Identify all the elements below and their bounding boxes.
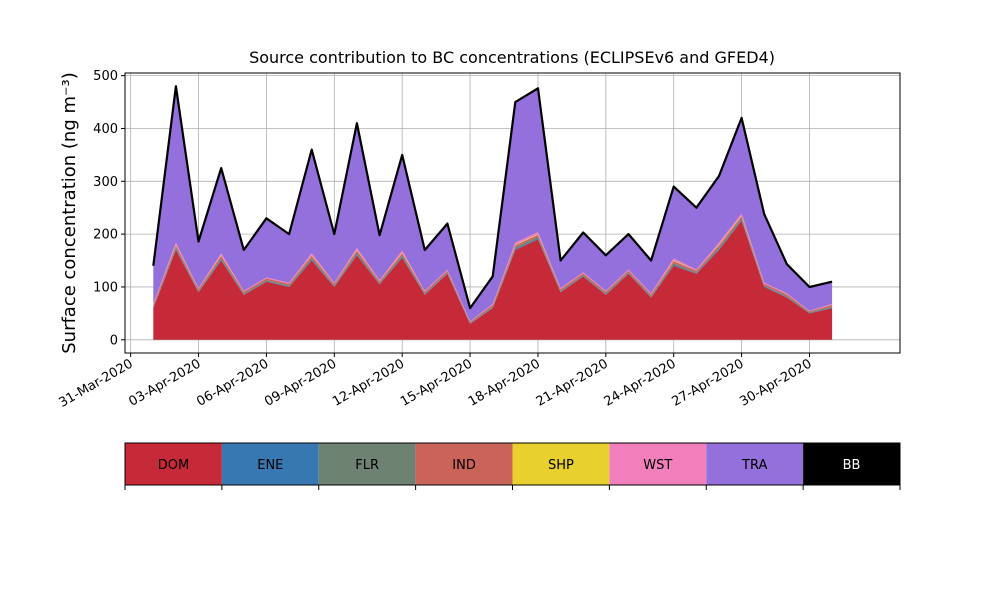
total-layer — [152, 85, 833, 310]
legend-swatch-flr — [318, 443, 416, 485]
legend-swatch-dom — [125, 443, 222, 485]
legend-label-bb: BB — [843, 458, 861, 473]
area-tra — [153, 86, 833, 322]
x-tick-label: 24-Apr-2020 — [602, 356, 679, 409]
x-tick-label: 31-Mar-2020 — [57, 356, 136, 410]
area-layer — [153, 86, 833, 340]
legend-swatch-shp — [512, 443, 610, 485]
legend-frame — [124, 442, 901, 486]
y-tick-label: 500 — [93, 69, 118, 84]
x-tick-label: 30-Apr-2020 — [737, 356, 814, 409]
y-tick-label: 300 — [93, 175, 118, 190]
legend-label-ene: ENE — [257, 458, 283, 473]
total-line — [152, 85, 833, 310]
y-tick-label: 400 — [93, 122, 118, 137]
y-tick-label: 100 — [93, 280, 118, 295]
chart-title: Source contribution to BC concentrations… — [249, 48, 775, 67]
y-tick-label: 0 — [110, 333, 118, 348]
x-tick-label: 06-Apr-2020 — [194, 356, 271, 409]
legend-swatch-tra — [706, 443, 804, 485]
legend-swatch-wst — [609, 443, 707, 485]
legend-swatch-ene — [221, 443, 319, 485]
area-dom — [153, 220, 833, 340]
legend-label-wst: WST — [643, 458, 672, 473]
x-tick-label: 21-Apr-2020 — [534, 356, 611, 409]
x-tick-label: 18-Apr-2020 — [466, 356, 543, 409]
legend-swatch-ind — [415, 443, 513, 485]
legend-label-dom: DOM — [158, 458, 189, 473]
y-axis-label: Surface concentration (ng m⁻³) — [59, 72, 80, 354]
x-tick-label: 27-Apr-2020 — [669, 356, 746, 409]
legend-label-shp: SHP — [548, 458, 574, 473]
legend: DOM ENE FLR IND SHP WST TRA BB — [124, 442, 901, 490]
x-tick-label: 15-Apr-2020 — [398, 356, 475, 409]
y-tick-label: 200 — [93, 228, 118, 243]
x-tick-label: 09-Apr-2020 — [262, 356, 339, 409]
legend-label-flr: FLR — [355, 458, 379, 473]
plot-frame — [124, 72, 901, 354]
legend-label-tra: TRA — [741, 458, 767, 473]
legend-label-ind: IND — [452, 458, 476, 473]
x-tick-label: 12-Apr-2020 — [330, 356, 407, 409]
x-tick-label: 03-Apr-2020 — [126, 356, 203, 409]
legend-swatch-bb — [803, 443, 900, 485]
